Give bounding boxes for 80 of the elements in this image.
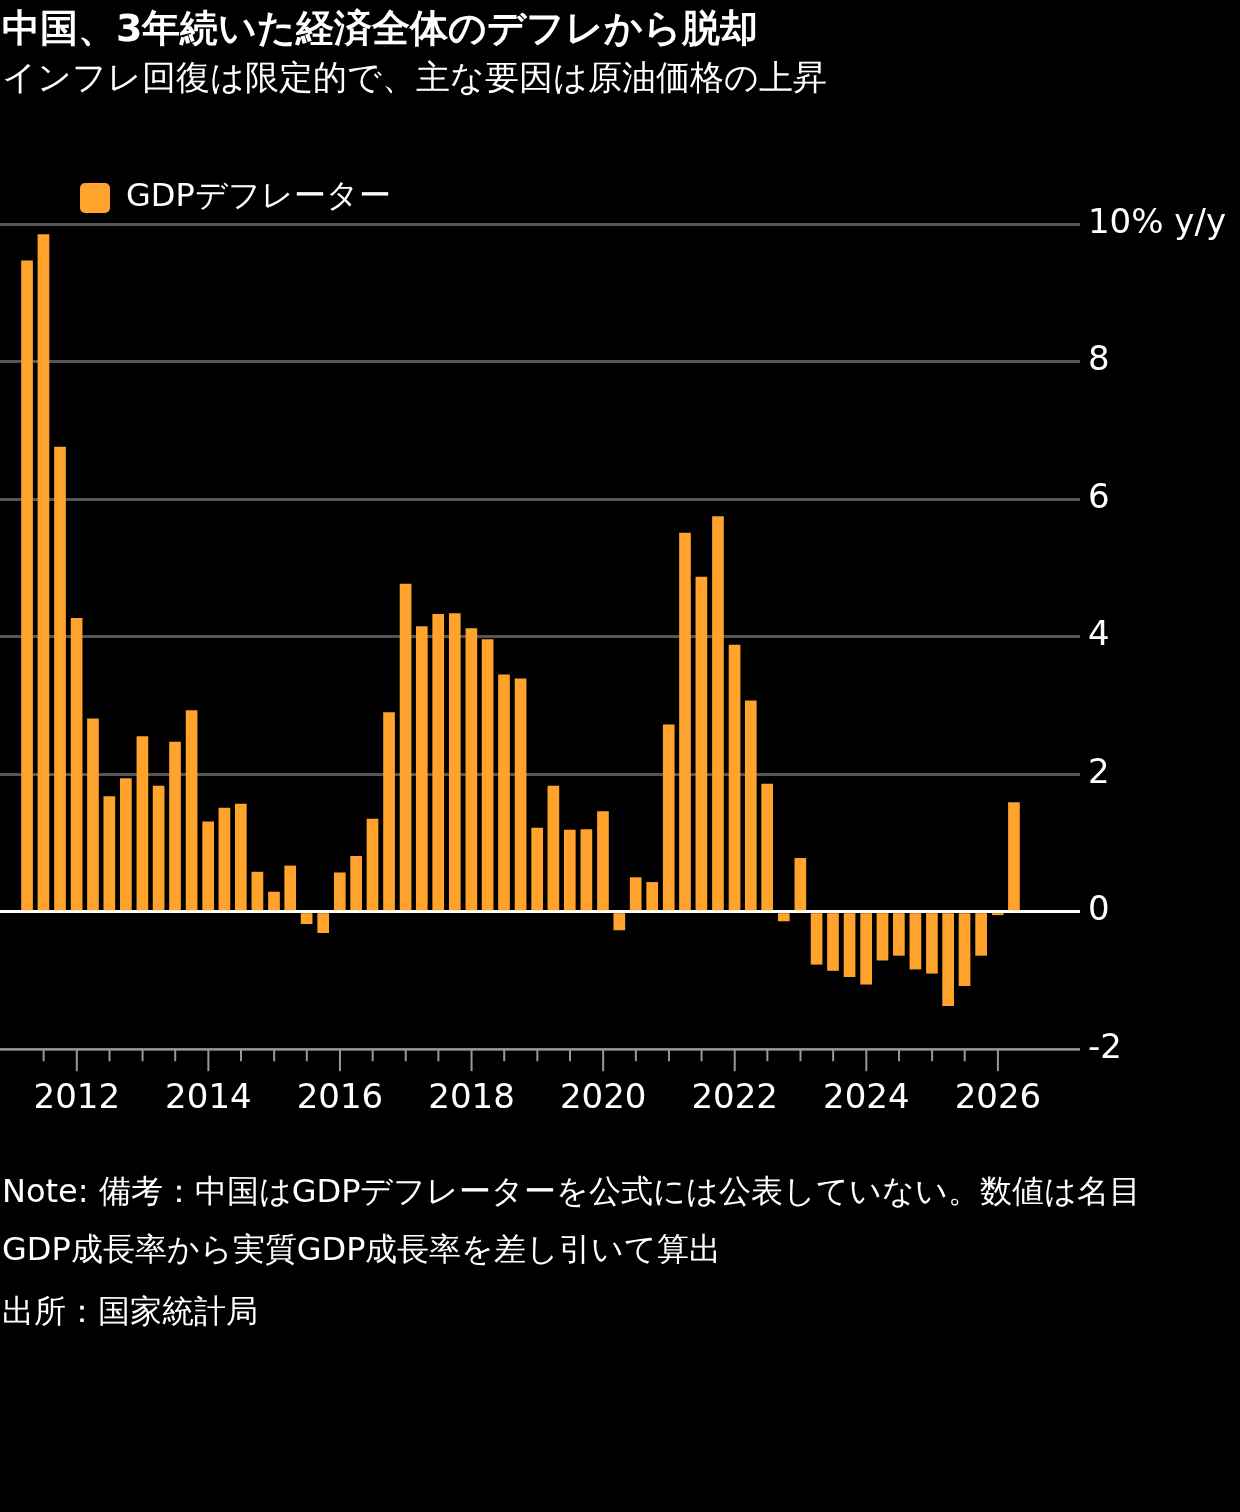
bar	[284, 865, 297, 911]
bar	[152, 785, 165, 911]
bar	[218, 807, 231, 911]
bar	[54, 446, 66, 911]
bar	[613, 913, 626, 931]
bar	[810, 913, 823, 965]
y-tick-label: -2	[1087, 1026, 1122, 1067]
bar	[366, 818, 379, 911]
bar	[1008, 802, 1020, 911]
bar	[37, 234, 50, 911]
bar	[268, 891, 280, 911]
bar	[860, 913, 872, 985]
y-tick-label: 2	[1087, 750, 1110, 791]
y-tick-label: 6	[1087, 475, 1110, 516]
bar	[70, 618, 83, 911]
text: 出所：国家統計局	[2, 1291, 259, 1332]
bar	[975, 913, 987, 956]
bar	[87, 718, 99, 911]
bar	[843, 913, 856, 977]
y-tick-label: 8	[1087, 338, 1110, 379]
bar	[415, 626, 428, 911]
bar	[662, 724, 675, 911]
bar	[761, 783, 774, 911]
bar	[646, 882, 659, 911]
bar	[728, 644, 741, 911]
bar	[942, 913, 954, 1006]
bar	[547, 785, 560, 911]
bar	[531, 827, 544, 911]
bar	[432, 613, 445, 911]
bar	[185, 710, 198, 911]
chart-subtitle: インフレ回復は限定的で、主な要因は原油価格の上昇	[2, 56, 828, 99]
x-tick-label: 2020	[559, 1076, 647, 1117]
bar	[744, 700, 757, 911]
bar	[333, 872, 346, 911]
bar	[876, 913, 889, 961]
bar	[399, 583, 412, 911]
x-tick-label: 2012	[33, 1076, 121, 1117]
x-tick-label: 2022	[691, 1076, 778, 1117]
bar	[580, 829, 593, 911]
bar	[958, 913, 971, 986]
bar	[465, 628, 478, 911]
bar	[350, 855, 362, 911]
bar	[629, 877, 642, 911]
bar	[202, 821, 215, 911]
bar	[514, 678, 527, 911]
bar	[136, 736, 149, 911]
y-tick-label: 0	[1087, 888, 1110, 929]
bar	[597, 811, 609, 911]
chart-title: 中国、3年続いた経済全体のデフレから脱却	[2, 5, 760, 52]
bar	[21, 260, 33, 911]
x-tick-label: 2018	[428, 1076, 515, 1117]
y-tick-label: 10% y/y	[1087, 200, 1226, 241]
legend-label: GDPデフレーター	[126, 176, 391, 215]
bar	[251, 871, 264, 911]
x-tick-label: 2026	[954, 1076, 1042, 1117]
bar	[563, 829, 576, 911]
bar	[679, 532, 691, 911]
bar	[234, 803, 247, 911]
bar	[317, 913, 330, 933]
bar	[103, 796, 116, 911]
bar	[695, 576, 708, 911]
bar	[712, 516, 724, 911]
x-tick-label: 2024	[823, 1076, 910, 1117]
bar	[893, 913, 905, 956]
x-tick-label: 2014	[165, 1076, 252, 1117]
bar	[909, 913, 922, 970]
bar	[481, 639, 494, 911]
y-tick-label: 4	[1087, 613, 1110, 654]
bar	[827, 913, 839, 971]
bar	[120, 778, 132, 911]
bar	[498, 674, 510, 911]
bar	[169, 741, 181, 911]
bar	[383, 712, 395, 911]
bar	[448, 613, 461, 911]
bar	[777, 913, 790, 922]
x-tick-label: 2016	[296, 1076, 384, 1117]
text: Note: 備考：中国はGDPデフレーターを公式には公表していない。数値は名目GDP成長率から実質GDP成長率を差し引いて算出	[2, 1171, 1143, 1270]
bar	[794, 858, 807, 911]
bar	[926, 913, 938, 974]
bar	[300, 913, 313, 925]
